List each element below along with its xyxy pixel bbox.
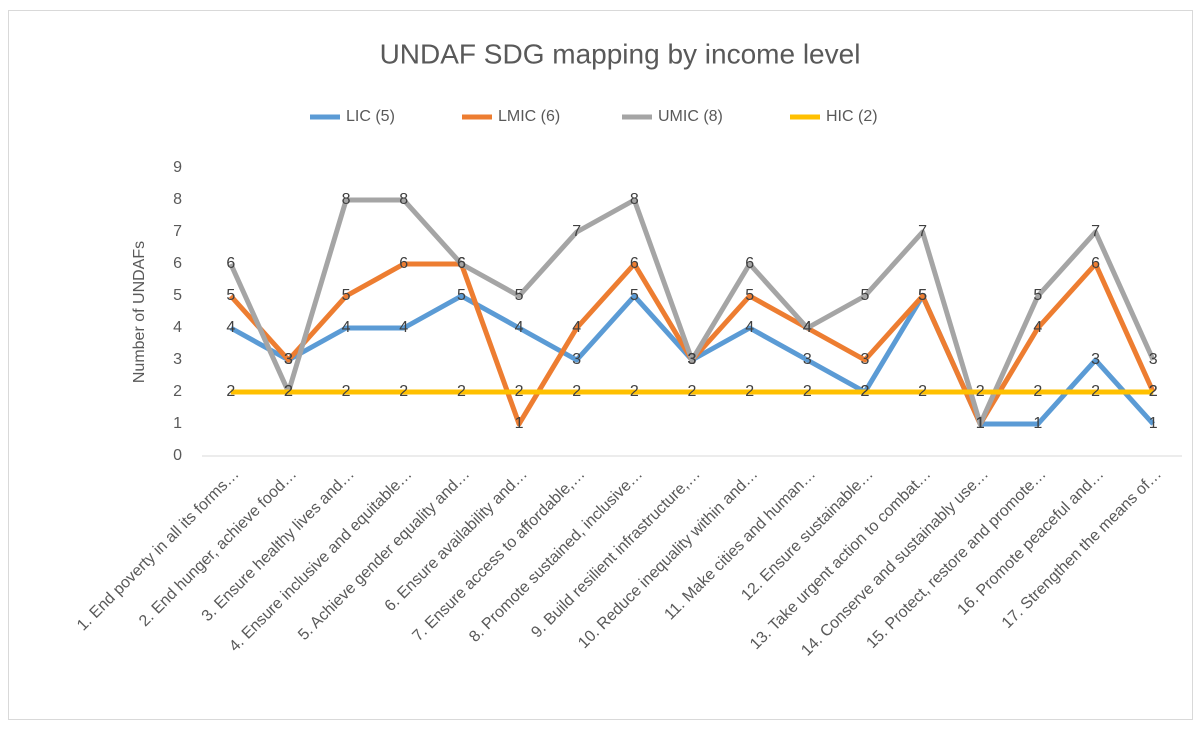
data-label: 1: [976, 415, 985, 432]
y-tick-label: 7: [173, 223, 182, 240]
data-label: 2: [976, 383, 985, 400]
data-label: 7: [1091, 223, 1100, 240]
data-label: 5: [1033, 287, 1042, 304]
chart-title: UNDAF SDG mapping by income level: [380, 38, 861, 69]
data-label: 2: [457, 383, 466, 400]
y-tick-label: 6: [173, 255, 182, 272]
data-label: 5: [342, 287, 351, 304]
data-label: 5: [918, 287, 927, 304]
data-label: 6: [457, 255, 466, 272]
data-label: 5: [918, 287, 927, 304]
data-label: 5: [745, 287, 754, 304]
data-label: 3: [1091, 351, 1100, 368]
data-label: 8: [399, 191, 408, 208]
data-label: 2: [688, 383, 697, 400]
data-label: 4: [342, 319, 351, 336]
data-label: 6: [630, 255, 639, 272]
data-label: 8: [630, 191, 639, 208]
legend-label: HIC (2): [826, 108, 878, 125]
series-line: [228, 197, 1156, 427]
data-label: 2: [918, 383, 927, 400]
legend-label: UMIC (8): [658, 108, 723, 125]
data-label: 1: [1033, 415, 1042, 432]
chart-border: [8, 10, 1193, 720]
data-label: 5: [226, 287, 235, 304]
data-label: 3: [688, 351, 697, 368]
data-label: 6: [399, 255, 408, 272]
data-label: 4: [803, 319, 812, 336]
data-label: 8: [342, 191, 351, 208]
data-label: 2: [630, 383, 639, 400]
y-tick-label: 0: [173, 447, 182, 464]
data-label: 2: [803, 383, 812, 400]
data-label: 2: [1033, 383, 1042, 400]
data-label: 6: [457, 255, 466, 272]
data-label: 2: [515, 383, 524, 400]
data-label: 3: [688, 351, 697, 368]
y-tick-label: 9: [173, 159, 182, 176]
data-label: 3: [803, 351, 812, 368]
data-label: 4: [226, 319, 235, 336]
y-tick-label: 2: [173, 383, 182, 400]
data-label: 4: [399, 319, 408, 336]
data-label: 3: [284, 351, 293, 368]
data-label: 2: [1091, 383, 1100, 400]
data-label: 1: [1149, 415, 1158, 432]
data-label: 2: [284, 383, 293, 400]
data-label: 2: [860, 383, 869, 400]
data-label: 5: [860, 287, 869, 304]
data-label: 2: [342, 383, 351, 400]
data-label: 6: [1091, 255, 1100, 272]
data-label: 7: [572, 223, 581, 240]
y-tick-label: 5: [173, 287, 182, 304]
data-label: 5: [630, 287, 639, 304]
data-label: 2: [860, 383, 869, 400]
data-label: 4: [515, 319, 524, 336]
data-label: 4: [1033, 319, 1042, 336]
data-label: 2: [284, 383, 293, 400]
data-label: 3: [860, 351, 869, 368]
legend-label: LMIC (6): [498, 108, 560, 125]
data-label: 4: [803, 319, 812, 336]
data-label: 4: [572, 319, 581, 336]
data-label: 7: [918, 223, 927, 240]
data-label: 2: [226, 383, 235, 400]
data-label: 1: [515, 415, 524, 432]
data-label: 5: [457, 287, 466, 304]
legend-label: LIC (5): [346, 108, 395, 125]
data-label: 3: [688, 351, 697, 368]
y-tick-label: 3: [173, 351, 182, 368]
data-label: 2: [745, 383, 754, 400]
y-tick-label: 4: [173, 319, 182, 336]
data-label: 5: [515, 287, 524, 304]
data-label: 4: [745, 319, 754, 336]
data-label: 3: [284, 351, 293, 368]
data-label: 3: [1149, 351, 1158, 368]
y-tick-label: 8: [173, 191, 182, 208]
data-label: 2: [399, 383, 408, 400]
y-tick-label: 1: [173, 415, 182, 432]
data-label: 3: [572, 351, 581, 368]
y-axis-label: Number of UNDAFs: [131, 241, 148, 383]
data-label: 2: [1149, 383, 1158, 400]
data-label: 2: [572, 383, 581, 400]
data-label: 6: [226, 255, 235, 272]
data-label: 6: [745, 255, 754, 272]
data-label: 1: [976, 415, 985, 432]
data-label: 2: [1149, 383, 1158, 400]
data-label: 1: [976, 415, 985, 432]
